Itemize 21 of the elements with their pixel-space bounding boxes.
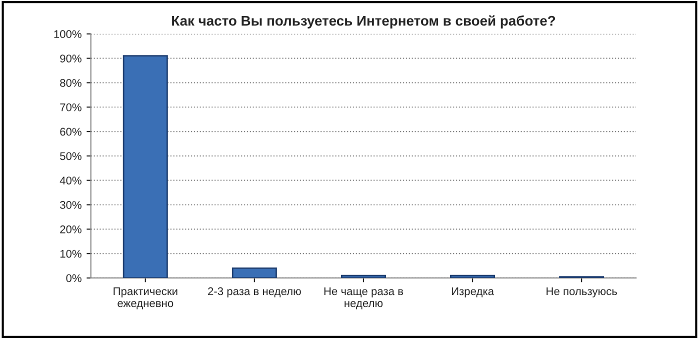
- y-tick-label: 90%: [60, 54, 82, 62]
- bar: [340, 274, 386, 278]
- x-tick-label: Не пользуюсь: [546, 287, 617, 298]
- x-tick-label: Практически ежедневно: [114, 287, 178, 310]
- bar: [122, 55, 168, 278]
- y-tick-label: 70%: [60, 103, 82, 112]
- y-tick-label: 60%: [60, 128, 82, 136]
- bar: [232, 268, 277, 278]
- x-tick-label: Не чаще раза в неделю: [324, 287, 404, 310]
- y-tick-label: 100%: [54, 30, 82, 38]
- y-tick-label: 30%: [60, 201, 82, 209]
- y-tick-label: 20%: [60, 225, 82, 234]
- chart-title: Как часто Вы пользуетесь Интернетом в своей работе?: [172, 15, 556, 28]
- x-tick-label: Изредка: [452, 287, 494, 298]
- y-tick-label: 50%: [60, 152, 82, 160]
- y-tick-label: 80%: [60, 78, 82, 87]
- bar: [450, 274, 496, 278]
- x-tick-label: 2-3 раза в неделю: [208, 287, 301, 298]
- y-tick-label: 10%: [60, 250, 82, 258]
- y-tick-label: 40%: [60, 176, 82, 184]
- y-tick-label: 0%: [66, 274, 82, 282]
